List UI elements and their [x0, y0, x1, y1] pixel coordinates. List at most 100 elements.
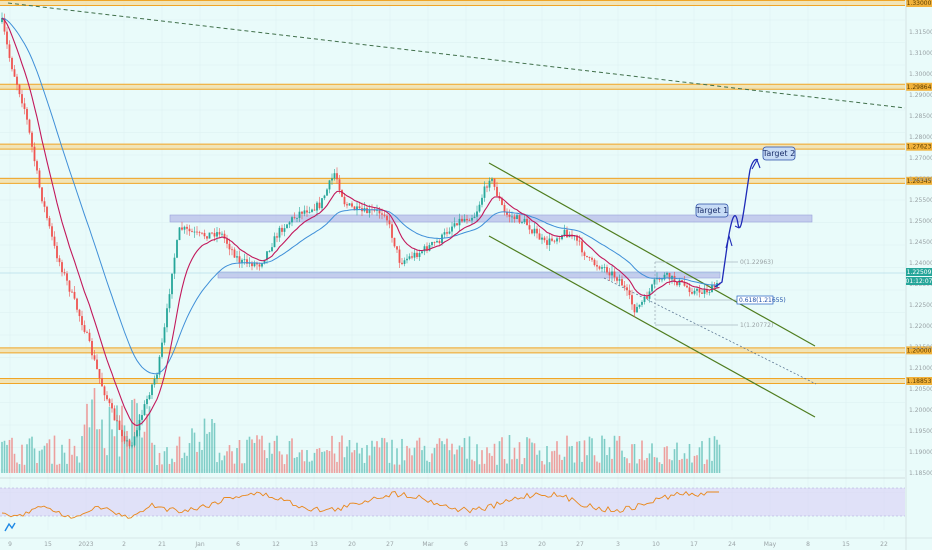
- volume-bar: [388, 462, 391, 473]
- volume-bar: [478, 464, 481, 473]
- level-label: 1.18853: [907, 378, 932, 385]
- volume-bar: [331, 435, 333, 473]
- candle-body: [443, 232, 446, 235]
- candle-body: [108, 399, 111, 404]
- candle-body: [403, 260, 406, 264]
- candle-body: [333, 173, 336, 179]
- level-label: 1.26345: [907, 178, 932, 185]
- volume-bar: [153, 444, 156, 473]
- volume-bar: [511, 459, 513, 473]
- time-tick-label: 8: [806, 541, 810, 548]
- candle-body: [558, 238, 561, 240]
- volume-bar: [91, 399, 93, 473]
- volume-bar: [71, 454, 73, 473]
- volume-bar: [181, 458, 183, 473]
- volume-bar: [596, 461, 598, 473]
- volume-bar: [313, 452, 316, 473]
- candle-body: [388, 220, 391, 225]
- target-label: Target 2: [762, 149, 795, 158]
- volume-bar: [506, 463, 508, 473]
- volume-bar: [243, 463, 246, 473]
- volume-bar: [691, 462, 693, 473]
- candle-body: [583, 252, 586, 256]
- volume-bar: [111, 429, 113, 473]
- candle-body: [623, 285, 626, 288]
- candle-body: [658, 278, 661, 280]
- candle-body: [303, 210, 306, 214]
- volume-bar: [318, 448, 321, 473]
- volume-bar: [191, 428, 193, 473]
- price-tick-label: 1.29000: [909, 92, 932, 99]
- candle-body: [331, 178, 333, 181]
- volume-bar: [48, 439, 51, 473]
- candle-body: [106, 395, 108, 400]
- candle-body: [506, 211, 508, 215]
- volume-bar: [661, 463, 663, 473]
- volume-bar: [381, 437, 383, 473]
- candle-body: [621, 279, 623, 286]
- candlesticks: [1, 12, 721, 449]
- candle-body: [293, 217, 296, 219]
- volume-bar: [203, 418, 206, 473]
- candle-body: [131, 445, 133, 447]
- candle-body: [126, 440, 128, 442]
- candle-body: [676, 281, 678, 286]
- volume-bar: [283, 464, 286, 473]
- volume-bar: [236, 448, 238, 473]
- volume-bar: [88, 427, 91, 473]
- candle-body: [113, 408, 116, 421]
- candle-body: [526, 218, 528, 226]
- fib-retracement: 0(1.22963) 0.618(1.21655) 1(1.20772): [654, 259, 786, 329]
- candle-body: [428, 245, 431, 251]
- volume-bar: [336, 461, 338, 473]
- candle-body: [241, 259, 243, 264]
- volume-bar: [483, 463, 486, 473]
- logo-bg: [4, 522, 16, 532]
- time-tick-label: 10: [652, 541, 660, 548]
- volume-bar: [216, 462, 218, 473]
- volume-bar: [458, 445, 461, 473]
- volume-bar: [186, 455, 188, 473]
- volume-bar: [251, 439, 253, 473]
- candle-body: [578, 240, 581, 242]
- volume-bar: [621, 450, 623, 473]
- candle-body: [418, 253, 421, 258]
- volume-bar: [378, 447, 381, 473]
- volume-bar: [131, 399, 133, 473]
- candle-body: [531, 229, 533, 234]
- volume-bar: [508, 435, 511, 473]
- volume-bar: [11, 437, 13, 473]
- volume-bar: [493, 443, 496, 473]
- volume-bar: [636, 463, 638, 473]
- candle-body: [11, 57, 13, 70]
- candle-body: [118, 420, 121, 430]
- volume-bar: [343, 457, 346, 473]
- volume-bar: [26, 444, 28, 473]
- ema-fast-line: [1, 17, 720, 427]
- candle-body: [226, 238, 228, 244]
- candle-body: [193, 231, 196, 233]
- candle-body: [61, 262, 63, 273]
- volume-bar: [51, 463, 53, 473]
- candle-body: [51, 226, 53, 237]
- candle-body: [576, 235, 578, 241]
- volume-bar: [351, 452, 353, 473]
- time-tick-label: 27: [386, 541, 394, 548]
- volume-bar: [693, 455, 696, 473]
- candle-body: [353, 206, 356, 211]
- time-tick-label: 17: [690, 541, 698, 548]
- candle-body: [401, 262, 403, 264]
- price-tick-label: 1.22500: [909, 302, 932, 309]
- candle-body: [306, 210, 308, 213]
- candle-body: [406, 258, 408, 261]
- volume-bar: [296, 457, 298, 473]
- volume-bar: [31, 436, 33, 473]
- candle-body: [386, 215, 388, 221]
- time-tick-label: 20: [348, 541, 356, 548]
- volume-bar: [491, 455, 493, 473]
- candle-body: [633, 304, 636, 313]
- price-tick-label: 1.31500: [909, 29, 932, 36]
- volume-bar: [718, 444, 721, 473]
- volume-bar: [143, 431, 146, 473]
